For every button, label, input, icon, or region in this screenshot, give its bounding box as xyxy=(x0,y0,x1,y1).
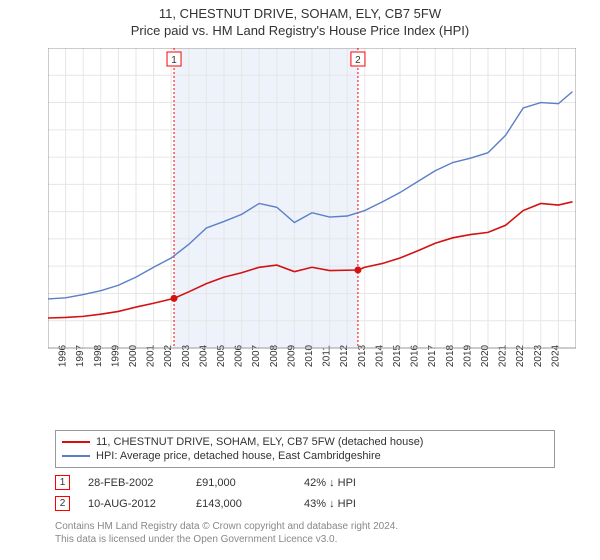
event-price: £91,000 xyxy=(196,477,286,489)
event-row: 2 10-AUG-2012 £143,000 43% ↓ HPI xyxy=(55,493,555,514)
legend-swatch xyxy=(62,441,90,443)
event-delta: 42% ↓ HPI xyxy=(304,477,394,489)
legend: 11, CHESTNUT DRIVE, SOHAM, ELY, CB7 5FW … xyxy=(55,430,555,468)
footer-line2: This data is licensed under the Open Gov… xyxy=(55,533,555,546)
event-marker: 2 xyxy=(55,496,70,511)
event-date: 28-FEB-2002 xyxy=(88,477,178,489)
event-marker-id: 2 xyxy=(355,55,361,66)
legend-row: HPI: Average price, detached house, East… xyxy=(62,449,548,463)
legend-label: HPI: Average price, detached house, East… xyxy=(96,450,381,462)
event-marker: 1 xyxy=(55,475,70,490)
legend-row: 11, CHESTNUT DRIVE, SOHAM, ELY, CB7 5FW … xyxy=(62,435,548,449)
event-table: 1 28-FEB-2002 £91,000 42% ↓ HPI 2 10-AUG-2012… xyxy=(55,472,555,514)
sale-marker xyxy=(354,267,361,274)
price-chart: £0£50K£100K£150K£200K£250K£300K£350K£400… xyxy=(48,48,576,388)
chart-container: £0£50K£100K£150K£200K£250K£300K£350K£400… xyxy=(48,48,576,388)
event-delta: 43% ↓ HPI xyxy=(304,498,394,510)
event-price: £143,000 xyxy=(196,498,286,510)
chart-title-block: 11, CHESTNUT DRIVE, SOHAM, ELY, CB7 5FW … xyxy=(0,0,600,38)
event-row: 1 28-FEB-2002 £91,000 42% ↓ HPI xyxy=(55,472,555,493)
event-date: 10-AUG-2012 xyxy=(88,498,178,510)
footer-line1: Contains HM Land Registry data © Crown c… xyxy=(55,520,555,533)
title-sub: Price paid vs. HM Land Registry's House … xyxy=(0,23,600,38)
footer-attribution: Contains HM Land Registry data © Crown c… xyxy=(55,520,555,546)
title-main: 11, CHESTNUT DRIVE, SOHAM, ELY, CB7 5FW xyxy=(0,6,600,21)
legend-label: 11, CHESTNUT DRIVE, SOHAM, ELY, CB7 5FW … xyxy=(96,436,423,448)
sale-marker xyxy=(171,295,178,302)
event-marker-id: 1 xyxy=(171,55,177,66)
legend-swatch xyxy=(62,455,90,457)
